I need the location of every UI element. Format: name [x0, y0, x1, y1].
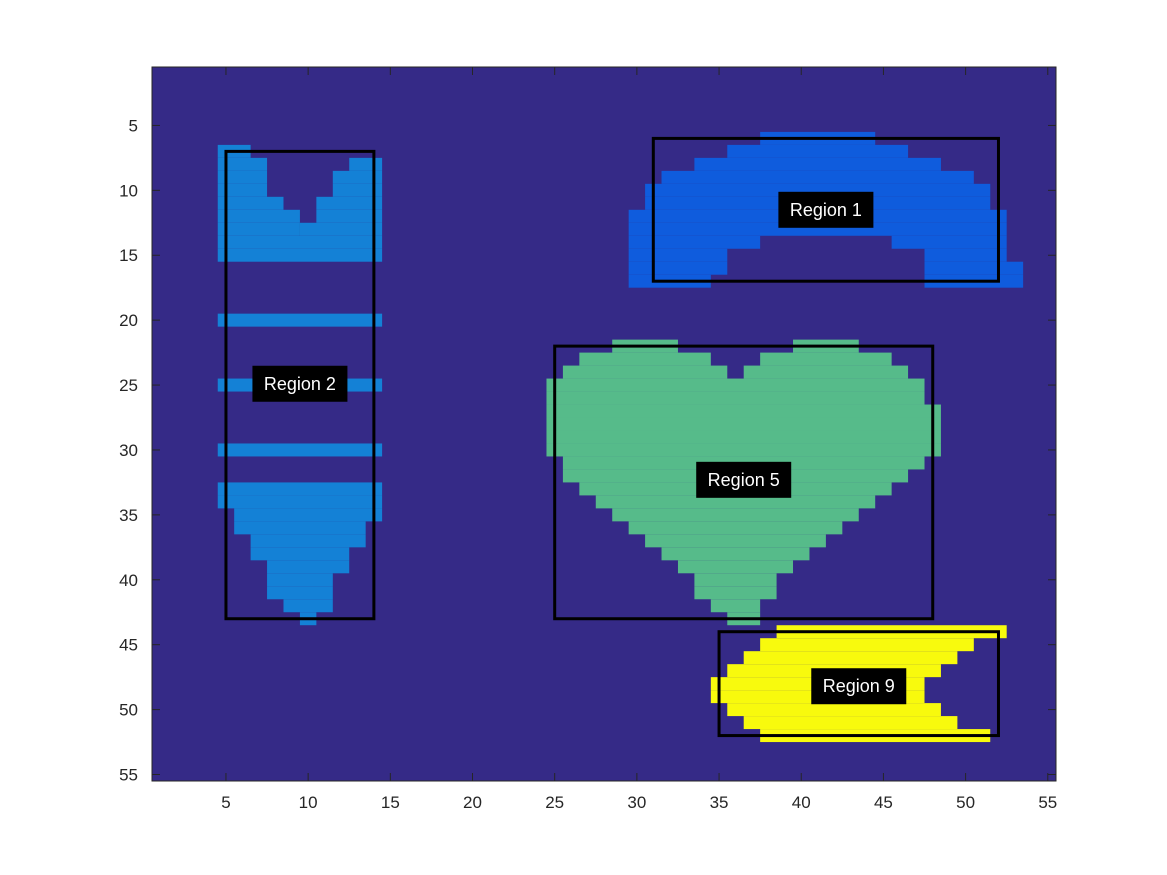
region-pixel-row — [579, 352, 711, 366]
y-tick-label: 10 — [119, 181, 138, 200]
region-bounding-box — [717, 630, 1000, 738]
x-tick-label: 50 — [956, 793, 975, 812]
region-pixel-row — [628, 521, 843, 535]
region-pixel-row — [628, 261, 728, 275]
region-pixel-row — [727, 703, 941, 717]
region-pixel-row — [217, 209, 300, 223]
region-label: Region 2 — [264, 374, 336, 394]
region-label-background — [696, 461, 792, 498]
x-tick-label: 35 — [710, 793, 729, 812]
region-pixel-row — [743, 651, 958, 665]
region-pixel-row — [546, 443, 941, 457]
plot-area: Region 1 Region 2 Region 5 Region 9 — [152, 67, 1056, 781]
region-pixel-row — [267, 586, 333, 600]
region-pixel-row — [891, 235, 1007, 249]
x-tick-label: 15 — [381, 793, 400, 812]
region-pixel-row — [677, 560, 794, 574]
x-tick-label: 30 — [627, 793, 646, 812]
region-pixel-row — [546, 391, 925, 405]
y-tick-label: 20 — [119, 311, 138, 330]
region-pixel-row — [217, 196, 284, 210]
x-tick-label: 55 — [1038, 793, 1057, 812]
region-label-background — [778, 191, 874, 228]
region-pixel-row — [694, 573, 777, 587]
x-tick-label: 25 — [545, 793, 564, 812]
region-pixel-row — [316, 196, 383, 210]
region-pixel-row — [217, 235, 383, 249]
y-tick-label: 50 — [119, 701, 138, 720]
region-pixel-row — [267, 573, 333, 587]
x-tick-label: 10 — [299, 793, 318, 812]
region-pixel-row — [267, 560, 350, 574]
region-pixel-row — [924, 261, 1024, 275]
region-pixel-row — [743, 716, 958, 730]
region-label: Region 9 — [823, 676, 895, 696]
region-label-background — [811, 668, 907, 705]
y-tick-label: 5 — [129, 116, 138, 135]
region-pixel-row — [546, 404, 941, 418]
region-pixel-row — [332, 183, 383, 197]
region-pixel-row — [217, 482, 383, 496]
region-pixel-row — [924, 248, 1007, 262]
axis-ticks: 5 10 15 20 25 30 35 40 45 50 555101520253035404550… — [119, 66, 1057, 812]
y-tick-label: 35 — [119, 506, 138, 525]
region-pixel-row — [760, 638, 974, 652]
region-pixel-row — [332, 170, 383, 184]
region-pixel-row — [612, 508, 859, 522]
y-tick-label: 25 — [119, 376, 138, 395]
axes-box — [151, 66, 1057, 782]
region-pixel-row — [217, 443, 383, 457]
region-pixel-row — [760, 352, 892, 366]
region-pixel-row — [694, 586, 777, 600]
region-pixel-row — [562, 365, 728, 379]
region-pixel-row — [727, 144, 909, 158]
x-tick-label: 45 — [874, 793, 893, 812]
region-pixel-row — [628, 222, 1007, 236]
region-1-pixels — [628, 131, 1024, 288]
region-pixel-row — [628, 248, 728, 262]
y-tick-label: 40 — [119, 571, 138, 590]
region-pixel-row — [661, 547, 810, 561]
region-pixel-row — [710, 599, 761, 613]
region-pixel-row — [217, 183, 268, 197]
region-pixel-row — [217, 313, 383, 327]
region-pixel-row — [743, 365, 909, 379]
region-pixel-row — [234, 521, 366, 535]
region-pixel-row — [694, 157, 941, 171]
region-pixel-row — [299, 222, 383, 236]
y-tick-label: 15 — [119, 246, 138, 265]
region-pixel-row — [661, 170, 974, 184]
region-label: Region 5 — [708, 470, 780, 490]
y-tick-label: 30 — [119, 441, 138, 460]
region-bounding-box — [224, 149, 376, 621]
x-tick-label: 20 — [463, 793, 482, 812]
region-bounding-box — [651, 136, 1000, 283]
region-pixel-row — [217, 157, 268, 171]
region-pixel-row — [217, 170, 268, 184]
region-pixel-row — [250, 547, 350, 561]
region-pixel-row — [595, 495, 876, 509]
region-bounding-box — [553, 344, 935, 621]
region-pixel-row — [283, 599, 333, 613]
y-tick-label: 45 — [119, 636, 138, 655]
region-pixel-row — [234, 508, 383, 522]
region-pixel-row — [546, 430, 941, 444]
region-pixel-row — [645, 183, 991, 197]
region-pixel-row — [628, 235, 761, 249]
region-pixel-row — [546, 378, 925, 392]
y-tick-label: 55 — [119, 766, 138, 785]
x-tick-label: 40 — [792, 793, 811, 812]
region-pixel-row — [217, 222, 300, 236]
region-pixel-row — [349, 157, 383, 171]
region-label-background — [252, 365, 348, 402]
region-pixel-row — [217, 248, 383, 262]
region-pixel-row — [546, 417, 941, 431]
region-pixel-row — [316, 209, 383, 223]
region-pixel-row — [250, 534, 366, 548]
region-pixel-row — [217, 495, 383, 509]
region-pixel-row — [645, 534, 826, 548]
x-tick-label: 5 — [221, 793, 230, 812]
region-label: Region 1 — [790, 200, 862, 220]
